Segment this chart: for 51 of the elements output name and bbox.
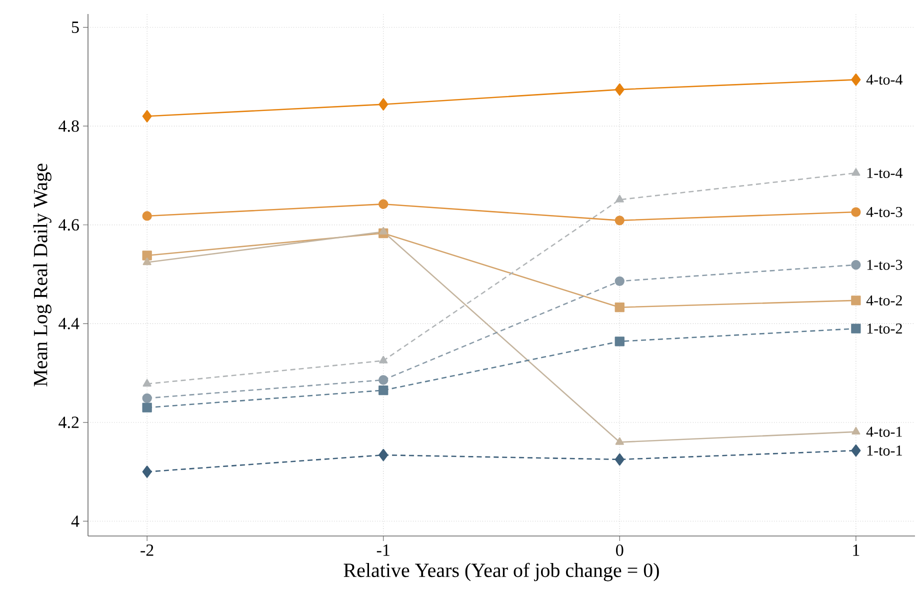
series-label: 1-to-3 [867,260,902,270]
y-tick-label: 4.6 [58,219,79,231]
point [614,216,624,226]
y-tick-label: 4.8 [58,120,79,132]
point [852,168,860,176]
point [852,426,860,435]
point [378,98,388,110]
y-tick-label: 4.4 [58,318,80,330]
point [142,379,152,387]
point [615,194,624,202]
point [142,250,152,260]
series-label: 4-to-2 [866,295,902,306]
point [378,448,388,462]
x-axis-title: Relative Years (Year of job change = 0) [344,562,659,582]
point [379,226,388,235]
point [378,375,388,385]
point [614,83,624,96]
point [851,260,861,270]
point [379,356,388,364]
point [378,199,388,209]
series-label: 1-to-2 [867,324,902,334]
x-tick-label: -2 [140,544,154,556]
series-label: 4-to-4 [866,74,903,85]
y-axis-title: Mean Log Real Daily Wage [33,164,52,386]
point [142,110,152,122]
series-label: 1-to-1 [867,446,902,456]
series-label: 4-to-1 [866,426,902,437]
y-tick-label: 5 [72,22,79,33]
point [614,276,624,286]
point [615,437,624,445]
y-tick-label: 4.2 [58,416,79,428]
point [378,385,388,396]
series-label: 1-to-4 [867,168,903,178]
point [614,302,624,312]
point [142,466,152,478]
point [851,74,861,86]
point [142,393,152,404]
point [614,336,624,346]
point [142,258,152,266]
point [142,211,152,221]
point [851,207,861,217]
point [851,444,861,457]
series-label: 4-to-3 [866,206,902,218]
x-tick-label: -1 [376,544,390,556]
y-tick-label: 4 [71,516,80,527]
point [142,402,152,412]
x-tick-label: 1 [853,544,860,556]
x-tick-label: 0 [616,544,624,556]
point [851,296,861,306]
point [851,324,861,334]
point [614,453,624,466]
